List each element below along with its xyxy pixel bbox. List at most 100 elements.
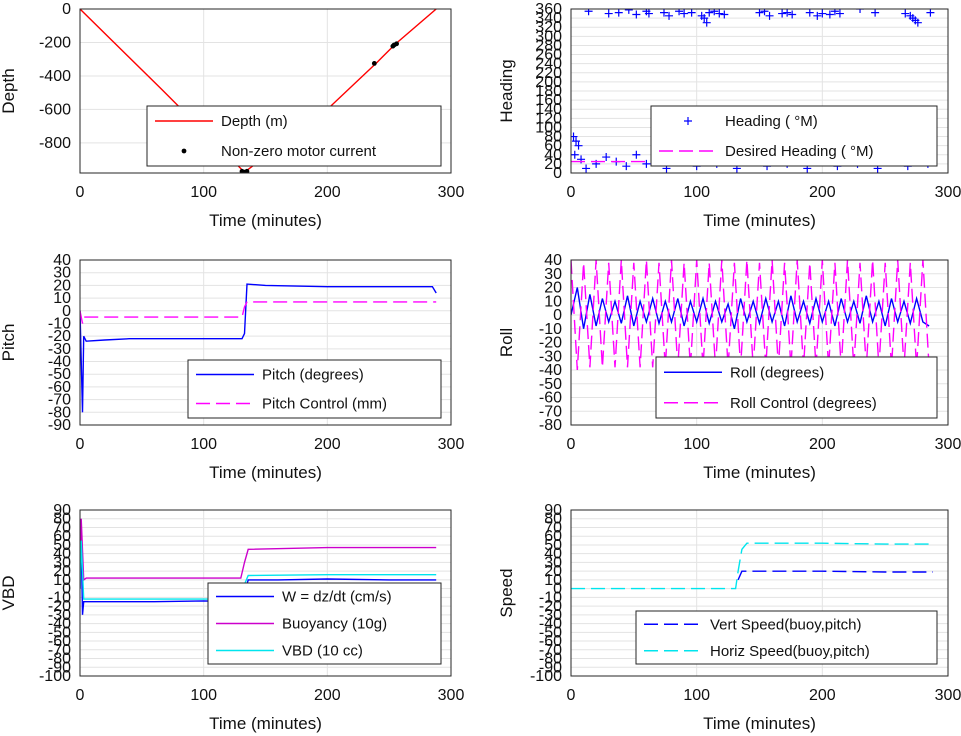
y-tick-label: 80 <box>53 511 71 528</box>
data-point <box>665 11 674 20</box>
y-tick-label: 240 <box>535 56 562 73</box>
y-tick-label: -30 <box>48 607 71 624</box>
data-point <box>760 9 769 16</box>
y-tick-label: -60 <box>539 390 562 407</box>
y-tick-label: -50 <box>48 366 71 383</box>
data-point <box>705 9 714 17</box>
y-tick-label: 200 <box>535 74 562 91</box>
y-tick-label: -100 <box>530 668 562 685</box>
x-tick-label: 200 <box>314 436 341 453</box>
chart-heading: 0 100 200 300020406080100120140160180200220… <box>497 1 961 230</box>
x-tick-label: 0 <box>567 184 576 201</box>
series-line-1 <box>571 260 930 371</box>
chart-speed: 0 100 200 3009080706050403020100-10-20-30-4… <box>497 502 961 733</box>
y-tick-label: 40 <box>53 252 71 269</box>
y-tick-label: 40 <box>53 546 71 563</box>
y-tick-label: 300 <box>535 28 562 45</box>
legend-label: VBD (10 cc) <box>282 643 363 660</box>
data-point <box>644 9 653 18</box>
y-tick-label: -40 <box>48 354 71 371</box>
y-tick-label: 0 <box>62 303 71 320</box>
data-point <box>913 18 922 27</box>
legend-swatch <box>181 148 187 154</box>
y-tick-label: -60 <box>539 633 562 650</box>
x-tick-label: 200 <box>809 184 836 201</box>
y-tick-label: 0 <box>553 165 562 182</box>
y-tick-label: -400 <box>39 68 71 85</box>
data-point <box>632 150 641 159</box>
y-tick-label: 60 <box>544 138 562 155</box>
data-point <box>702 18 711 27</box>
y-axis-label: Roll <box>497 328 516 357</box>
series-line-1 <box>80 518 437 589</box>
y-tick-label: 20 <box>544 280 562 297</box>
y-tick-label: -60 <box>48 633 71 650</box>
y-tick-label: 40 <box>544 147 562 164</box>
y-tick-label: 20 <box>53 277 71 294</box>
data-layer <box>80 283 437 413</box>
legend-box <box>635 610 938 665</box>
data-point <box>687 9 696 17</box>
y-tick-label: 60 <box>544 528 562 545</box>
y-tick-label: 10 <box>53 290 71 307</box>
y-axis-label: Depth <box>0 68 18 113</box>
plot-frame <box>570 259 949 426</box>
y-tick-label: 340 <box>535 10 562 27</box>
y-tick-label: -90 <box>48 417 71 434</box>
data-point <box>818 9 827 18</box>
legend-label: Roll Control (degrees) <box>730 395 877 412</box>
x-tick-label: 200 <box>809 436 836 453</box>
data-point <box>788 10 797 19</box>
data-point <box>901 9 910 18</box>
y-tick-label: -80 <box>539 651 562 668</box>
y-tick-label: 10 <box>544 293 562 310</box>
y-tick-label: -80 <box>48 651 71 668</box>
x-tick-label: 100 <box>683 436 710 453</box>
legend: W = dz/dt (cm/s) Buoyancy (10g) VBD (10 cc… <box>207 582 442 665</box>
y-tick-label: -20 <box>539 598 562 615</box>
y-tick-label: -200 <box>39 34 71 51</box>
data-point <box>571 132 578 141</box>
y-tick-label: 0 <box>553 307 562 324</box>
legend-label: Pitch (degrees) <box>262 367 364 384</box>
y-tick-label: -20 <box>48 598 71 615</box>
x-tick-label: 300 <box>438 184 465 201</box>
plot-frame <box>79 259 452 426</box>
legend-label: Buoyancy (10g) <box>282 616 387 633</box>
data-point <box>856 9 865 13</box>
x-axis-label: Time (minutes) <box>703 714 816 733</box>
y-tick-label: -10 <box>539 589 562 606</box>
legend: Pitch (degrees) Pitch Control (mm) <box>187 359 442 419</box>
x-tick-label: 300 <box>438 687 465 704</box>
data-point <box>825 10 834 19</box>
y-tick-label: 70 <box>544 519 562 536</box>
x-tick-label: 200 <box>314 184 341 201</box>
y-tick-label: -10 <box>48 315 71 332</box>
legend-box <box>655 356 938 419</box>
legend-box <box>650 105 938 167</box>
series-line-2 <box>80 540 437 600</box>
legend-label: Heading ( °M) <box>725 113 818 130</box>
data-point <box>765 11 774 20</box>
legend-label: Horiz Speed(buoy,pitch) <box>710 643 870 660</box>
x-tick-label: 100 <box>190 687 217 704</box>
data-point <box>720 10 729 19</box>
y-tick-label: 80 <box>544 511 562 528</box>
y-tick-label: -10 <box>48 589 71 606</box>
y-axis-label: Heading <box>497 59 516 122</box>
y-tick-label: 320 <box>535 19 562 36</box>
y-tick-label: 30 <box>544 266 562 283</box>
y-tick-label: 50 <box>544 537 562 554</box>
x-tick-label: 0 <box>76 687 85 704</box>
legend-swatch <box>684 117 692 125</box>
legend-label: Desired Heading ( °M) <box>725 143 874 160</box>
x-tick-label: 200 <box>809 687 836 704</box>
y-tick-label: 40 <box>544 252 562 269</box>
y-tick-label: 180 <box>535 83 562 100</box>
y-axis-label: Speed <box>497 568 516 617</box>
data-point <box>602 153 611 162</box>
legend-label: Depth (m) <box>221 113 288 130</box>
y-tick-label: 90 <box>544 502 562 519</box>
y-tick-label: 10 <box>53 572 71 589</box>
